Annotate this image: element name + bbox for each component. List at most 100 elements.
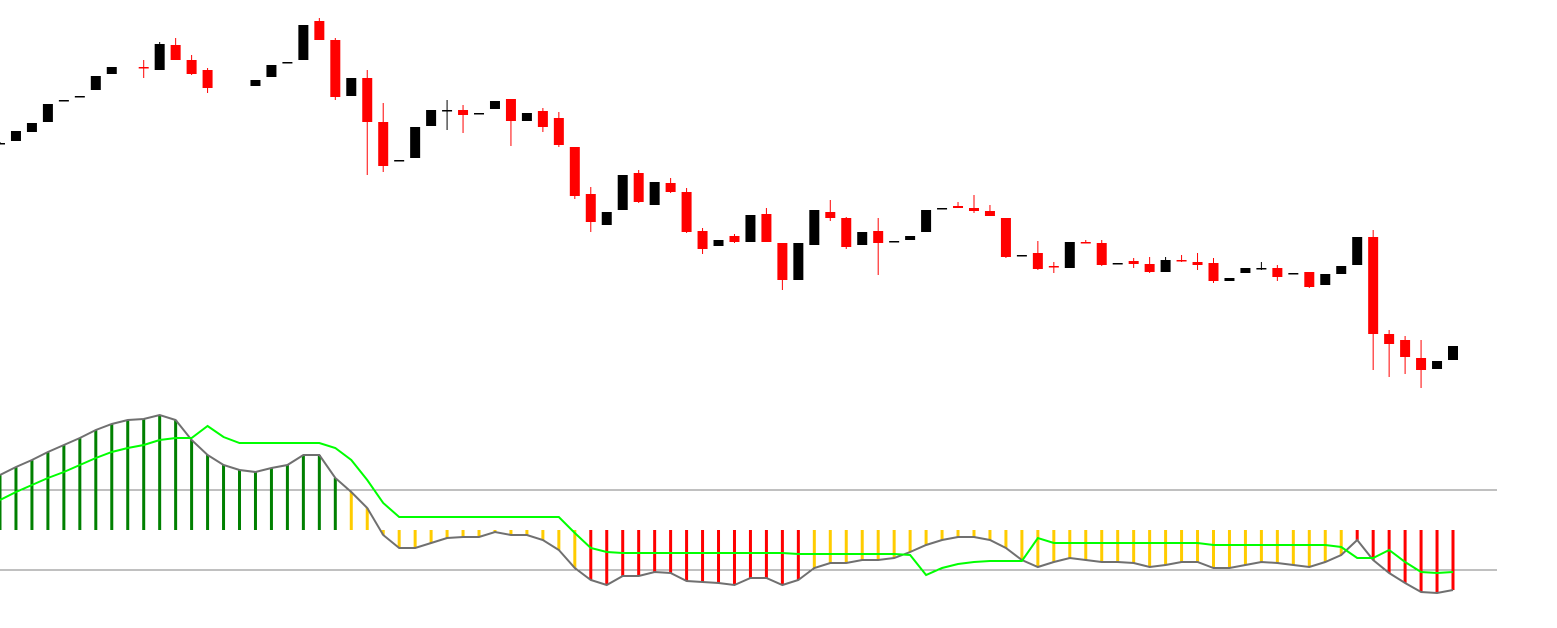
candle-body <box>713 240 724 246</box>
candle-body <box>298 25 309 60</box>
candle-body <box>984 211 995 216</box>
histogram-bar <box>908 530 912 552</box>
histogram-bar <box>333 478 337 530</box>
histogram-bar <box>381 530 385 535</box>
histogram-bar <box>46 452 50 530</box>
candle-body <box>330 40 341 97</box>
histogram-bar <box>158 415 162 530</box>
candle-body <box>1320 274 1331 285</box>
histogram-bar <box>1100 530 1104 562</box>
candle-body <box>282 62 293 64</box>
histogram-bar <box>940 530 944 540</box>
histogram-bar <box>717 530 721 583</box>
histogram-bar <box>1291 530 1295 565</box>
histogram-bar <box>828 530 832 563</box>
histogram-bar <box>1196 530 1200 562</box>
histogram-bar <box>190 440 194 530</box>
candle-body <box>505 99 516 121</box>
candle-body <box>1336 266 1347 274</box>
histogram-bar <box>365 508 369 530</box>
candle-body <box>1080 242 1091 244</box>
candle-body <box>1144 264 1155 272</box>
histogram-bar <box>349 492 353 530</box>
histogram-bar <box>509 530 513 535</box>
histogram-bar <box>876 530 880 560</box>
histogram-bar <box>445 530 449 538</box>
histogram-bar <box>988 530 992 540</box>
histogram-bar <box>222 465 226 530</box>
histogram-bar <box>892 530 896 558</box>
candle-body <box>841 218 852 247</box>
histogram-bar <box>110 424 114 530</box>
candle-body <box>1240 268 1251 273</box>
candle-body <box>1048 266 1059 268</box>
candle-body <box>362 78 373 122</box>
candle-body <box>1288 273 1299 275</box>
histogram-bar <box>238 470 242 530</box>
histogram-bar <box>429 530 433 543</box>
histogram-bar <box>142 419 146 530</box>
histogram-bar <box>589 530 593 580</box>
candle-body <box>905 236 916 240</box>
candle-body <box>474 113 485 115</box>
histogram-bar <box>1403 530 1407 583</box>
histogram-bar <box>1164 530 1168 565</box>
histogram-bar <box>669 530 673 573</box>
histogram-bar <box>126 420 130 530</box>
histogram-bar <box>1355 530 1359 540</box>
candle-body <box>777 243 788 280</box>
histogram-bar <box>924 530 928 545</box>
histogram-bar <box>78 438 82 530</box>
candle-body <box>10 131 21 141</box>
candle-body <box>953 206 964 208</box>
candle-body <box>0 143 5 145</box>
histogram-bar <box>701 530 705 582</box>
histogram-bar <box>461 530 465 537</box>
histogram-bar <box>1339 530 1343 555</box>
histogram-bar <box>557 530 561 550</box>
histogram-bar <box>1020 530 1024 560</box>
histogram-bar <box>1435 530 1439 593</box>
candle-body <box>1160 260 1171 272</box>
candle-body <box>729 236 740 242</box>
histogram-bar <box>30 460 34 530</box>
histogram-bar <box>253 472 257 530</box>
candle-body <box>74 96 85 98</box>
candle-body <box>649 182 660 205</box>
candle-body <box>1064 242 1075 268</box>
histogram-bar <box>14 467 18 530</box>
candle-body <box>170 45 181 60</box>
histogram-bar <box>1307 530 1311 567</box>
candle-body <box>266 65 277 77</box>
candle-body <box>601 212 612 225</box>
candle-body <box>633 173 644 202</box>
candle-body <box>521 113 532 121</box>
candle-body <box>569 147 580 196</box>
histogram-bar <box>685 530 689 581</box>
candle-body <box>1016 255 1027 257</box>
histogram-bar <box>812 530 816 568</box>
candle-body <box>681 192 692 232</box>
candle-body <box>394 160 405 162</box>
histogram-bar <box>1243 530 1247 565</box>
histogram-bar <box>206 455 210 530</box>
histogram-bar <box>573 530 577 568</box>
histogram-bar <box>1004 530 1008 548</box>
candle-body <box>857 232 868 245</box>
histogram-bar <box>653 530 657 572</box>
candle-body <box>665 183 676 192</box>
candle-body <box>410 127 421 158</box>
candle-body <box>1096 243 1107 265</box>
candle-body <box>154 44 165 70</box>
candle-body <box>26 123 37 132</box>
histogram-bar <box>1451 530 1455 590</box>
candle-body <box>138 67 149 69</box>
candle-body <box>873 231 884 243</box>
candle-body <box>202 70 213 88</box>
candle-body <box>186 60 197 74</box>
histogram-bar <box>541 530 545 540</box>
candle-body <box>585 194 596 222</box>
histogram-bar <box>1419 530 1423 592</box>
